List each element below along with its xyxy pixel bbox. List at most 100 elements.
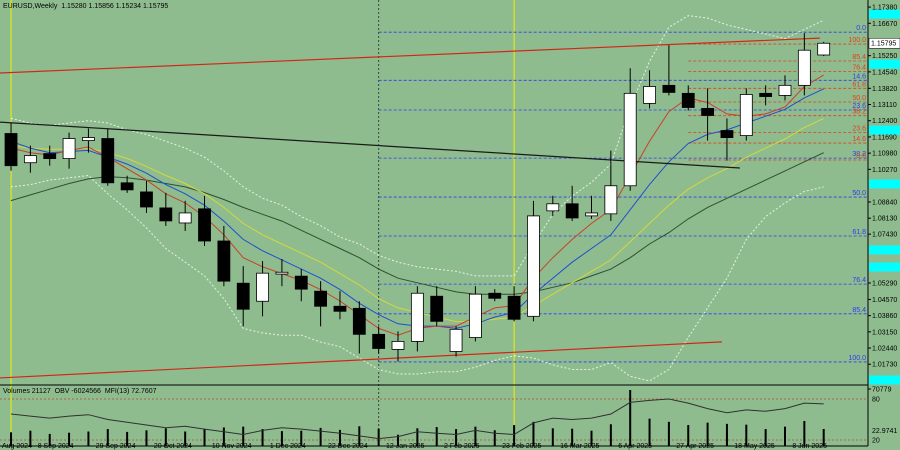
fib-label: 14.6 xyxy=(852,73,866,80)
alert-level xyxy=(869,59,900,69)
y-tick-label: 1.15250 xyxy=(872,53,897,60)
volume-bar xyxy=(222,427,225,446)
volume-bar xyxy=(68,432,71,446)
y-tick-label: 1.12400 xyxy=(872,118,897,125)
y2-tick-label: 80 xyxy=(872,396,880,403)
candle-body xyxy=(623,92,637,187)
candle-body xyxy=(275,271,289,275)
candle-body xyxy=(430,295,444,322)
candle-body xyxy=(159,207,173,222)
volume-bar xyxy=(571,428,574,446)
candle-body xyxy=(236,282,250,310)
price-marker-label: 1.15795 xyxy=(871,41,896,48)
fib-label: 23.6 xyxy=(852,126,866,133)
candle-body xyxy=(643,86,656,104)
indicator-line xyxy=(10,398,824,440)
volume-bar xyxy=(551,428,554,446)
indicator-line xyxy=(10,174,824,382)
volume-bar xyxy=(416,428,419,446)
candle-body xyxy=(681,92,695,108)
volume-bar xyxy=(48,433,51,446)
fib-label: 85.4 xyxy=(852,54,866,61)
fib-label: 100.0 xyxy=(848,37,866,44)
volume-bar xyxy=(106,429,109,446)
candle-body xyxy=(410,292,424,342)
volume-bar xyxy=(725,423,728,446)
y-tick-label: 1.17380 xyxy=(872,5,897,12)
candle-body xyxy=(469,293,482,338)
volume-bar xyxy=(532,421,535,446)
indicator-header: Volumes 21127 OBV -6024566 MFI(13) 72.76… xyxy=(3,388,157,395)
y-tick-label: 1.04570 xyxy=(872,297,897,304)
scale-label: 22.9741 xyxy=(872,428,897,435)
y-tick-label: 1.10270 xyxy=(872,167,897,174)
trendline xyxy=(0,341,722,379)
y-tick-label: 70779 xyxy=(872,386,892,393)
volume-bar xyxy=(203,429,206,446)
y-tick-label: 1.02440 xyxy=(872,346,897,353)
volume-bar xyxy=(667,421,670,446)
volume-bar xyxy=(783,426,786,446)
candle-body xyxy=(662,84,676,93)
candle-body xyxy=(333,305,347,312)
candle-body xyxy=(82,137,95,141)
candle-body xyxy=(62,138,76,160)
trendline xyxy=(0,37,820,74)
y-tick-label: 1.10980 xyxy=(872,151,897,158)
fib-label: 38.2 xyxy=(852,151,866,158)
y-tick-label: 1.13820 xyxy=(872,86,897,93)
volume-bar xyxy=(397,434,400,446)
candle-body xyxy=(4,133,18,167)
volume-bar xyxy=(609,424,612,446)
candle-body xyxy=(778,84,792,96)
volume-bar xyxy=(706,422,709,446)
fib-label: 61.8 xyxy=(852,229,866,236)
candle-body xyxy=(178,212,192,224)
y-tick-label: 1.03150 xyxy=(872,329,897,336)
candle-body xyxy=(604,185,618,215)
candle-body xyxy=(352,307,366,335)
fib-label: 14.6 xyxy=(852,136,866,143)
fib-label: 76.4 xyxy=(852,64,866,71)
volume-bar xyxy=(10,432,13,446)
volume-bar xyxy=(648,418,651,446)
alert-level xyxy=(869,9,900,19)
fib-label: 50.0 xyxy=(852,190,866,197)
fib-label: 23.6 xyxy=(852,103,866,110)
volume-bar xyxy=(377,428,380,446)
volume-bar xyxy=(261,429,264,446)
trendline xyxy=(0,121,740,169)
volume-bar xyxy=(164,428,167,446)
y-tick-label: 1.05290 xyxy=(872,280,897,287)
y-tick-label: 1.07430 xyxy=(872,232,897,239)
y-tick-label: 1.16670 xyxy=(872,21,897,28)
candle-body xyxy=(817,42,831,56)
candle-body xyxy=(701,108,714,116)
candle-body xyxy=(372,333,386,349)
volume-bar xyxy=(300,430,303,446)
volume-bar xyxy=(764,429,767,446)
alert-level xyxy=(869,179,900,189)
y-tick-label: 1.11690 xyxy=(872,134,897,141)
candle-body xyxy=(507,295,521,320)
candle-body xyxy=(449,328,463,352)
candle-body xyxy=(217,240,231,282)
candle-body xyxy=(391,341,405,350)
volume-bar xyxy=(474,426,477,446)
candle-body xyxy=(546,203,560,212)
price-marker xyxy=(868,37,900,49)
fib-label: 38.2 xyxy=(852,109,866,116)
alert-level xyxy=(869,125,900,135)
volume-bar xyxy=(455,429,458,446)
alert-level xyxy=(869,262,900,272)
volume-bar xyxy=(435,427,438,446)
volume-bar xyxy=(590,430,593,446)
volume-bar xyxy=(87,431,90,446)
fib-label: 85.4 xyxy=(852,307,866,314)
volume-bar xyxy=(822,428,825,446)
fib-label: 76.4 xyxy=(852,277,866,284)
candle-body xyxy=(294,275,308,290)
